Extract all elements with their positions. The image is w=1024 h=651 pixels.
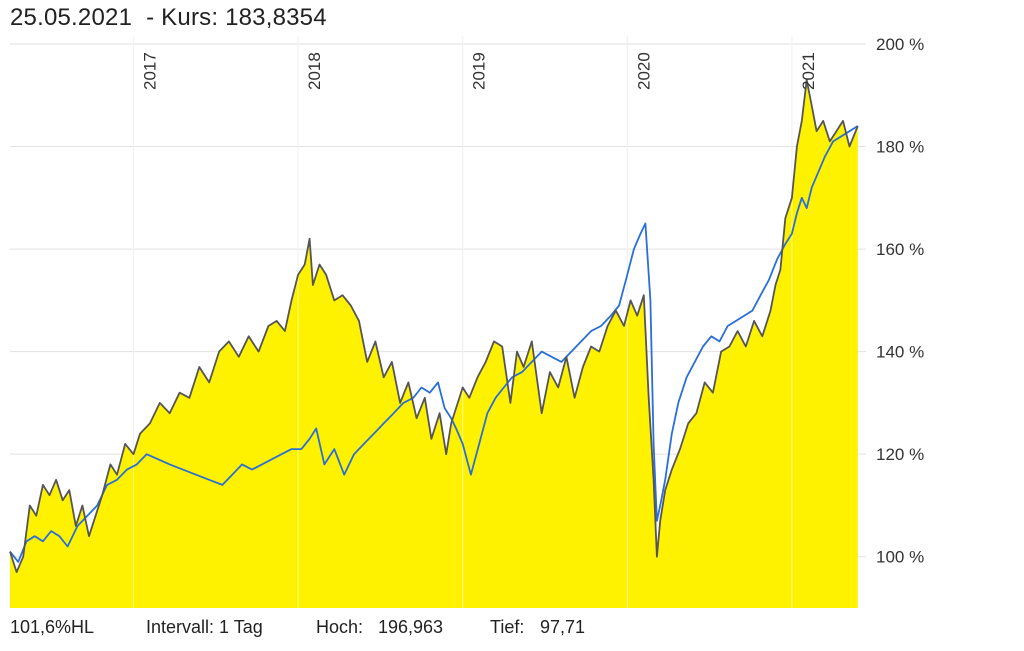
y-tick-label-1: 120 % xyxy=(876,445,924,464)
x-tick-label-0: 2017 xyxy=(140,52,159,90)
x-tick-label-2: 2019 xyxy=(470,52,489,90)
x-axis-labels: 2017 2018 2019 2020 2021 xyxy=(140,52,817,90)
x-tick-label-4: 2021 xyxy=(799,52,818,90)
range-label: 101,6%HL xyxy=(10,617,95,637)
y-tick-label-0: 100 % xyxy=(876,548,924,567)
high-value: 196,963 xyxy=(378,617,444,637)
x-tick-label-1: 2018 xyxy=(305,52,324,90)
y-tick-label-4: 180 % xyxy=(876,138,924,157)
benchmark-line xyxy=(9,125,859,563)
chart-footer: 101,6%HL Intervall: 1 Tag Hoch: 196,963 Tief… xyxy=(10,617,585,638)
header-date: 25.05.2021 xyxy=(10,4,133,31)
header-kurs-prefix: - Kurs: xyxy=(146,4,219,31)
interval-label[interactable]: Intervall: 1 Tag xyxy=(146,617,263,637)
low-value: 97,71 xyxy=(540,617,586,637)
high-label: Hoch: xyxy=(316,617,364,637)
y-tick-label-3: 160 % xyxy=(876,240,924,259)
y-tick-label-2: 140 % xyxy=(876,343,924,362)
low-label: Tief: xyxy=(490,617,525,637)
header-kurs-value: 183,8354 xyxy=(225,4,327,31)
y-tick-label-5: 200 % xyxy=(876,35,924,54)
area-fill-layer xyxy=(10,36,858,608)
lines-layer xyxy=(9,79,859,573)
y-axis-labels: 100 % 120 % 140 % 160 % 180 % 200 % xyxy=(876,35,924,567)
x-tick-label-3: 2020 xyxy=(634,52,653,90)
primary-area-fill xyxy=(10,79,858,608)
chart-header: 25.05.2021 - Kurs: 183,8354 xyxy=(10,4,327,32)
primary-line xyxy=(9,79,859,573)
